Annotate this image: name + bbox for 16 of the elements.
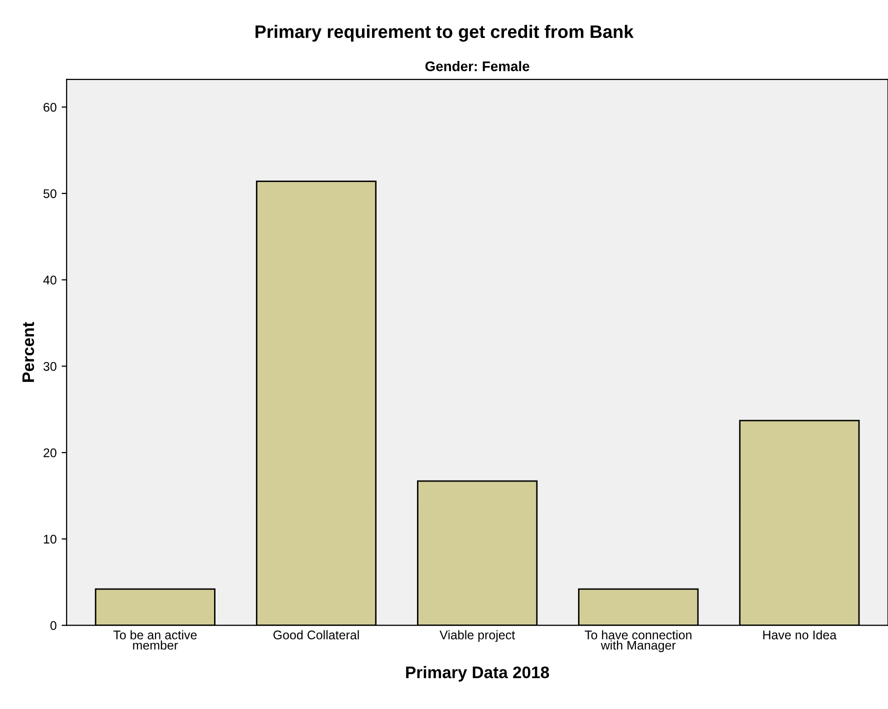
y-tick-label: 40 bbox=[43, 276, 56, 284]
x-tick-label: To be an active member bbox=[113, 630, 197, 650]
chart-subtitle: Gender: Female bbox=[425, 61, 530, 72]
y-tick-label: 30 bbox=[43, 362, 56, 371]
y-tick-label: 50 bbox=[43, 189, 56, 198]
x-tick-label: Good Collateral bbox=[273, 630, 359, 640]
y-tick-label: 20 bbox=[44, 448, 56, 458]
x-tick-label: Have no Idea bbox=[763, 630, 837, 640]
y-tick-label: 0 bbox=[50, 621, 56, 630]
x-tick-label: Viable project bbox=[440, 630, 515, 642]
x-axis-title: Primary Data 2018 bbox=[406, 666, 550, 682]
y-tick-label: 10 bbox=[44, 534, 56, 544]
y-tick-label: 60 bbox=[44, 102, 56, 112]
y-axis-title: Percent bbox=[22, 322, 34, 382]
x-tick-label: To have connection with Manager bbox=[584, 630, 692, 652]
chart-title: Primary requirement to get credit from Bank bbox=[256, 24, 634, 42]
